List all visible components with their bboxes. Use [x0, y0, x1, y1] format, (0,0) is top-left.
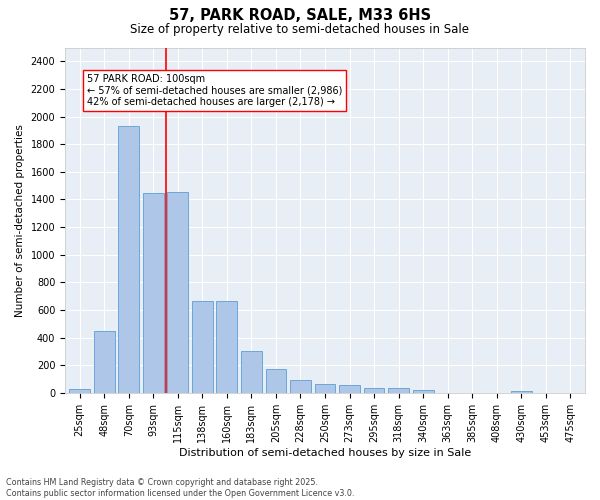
Bar — [241, 350, 262, 393]
Text: 57 PARK ROAD: 100sqm
← 57% of semi-detached houses are smaller (2,986)
42% of se: 57 PARK ROAD: 100sqm ← 57% of semi-detac… — [87, 74, 343, 107]
Bar — [339, 384, 360, 393]
X-axis label: Distribution of semi-detached houses by size in Sale: Distribution of semi-detached houses by … — [179, 448, 471, 458]
Bar — [413, 390, 434, 393]
Y-axis label: Number of semi-detached properties: Number of semi-detached properties — [15, 124, 25, 316]
Text: 57, PARK ROAD, SALE, M33 6HS: 57, PARK ROAD, SALE, M33 6HS — [169, 8, 431, 22]
Bar — [94, 330, 115, 393]
Bar — [118, 126, 139, 393]
Text: Contains HM Land Registry data © Crown copyright and database right 2025.
Contai: Contains HM Land Registry data © Crown c… — [6, 478, 355, 498]
Bar — [314, 384, 335, 393]
Text: Size of property relative to semi-detached houses in Sale: Size of property relative to semi-detach… — [131, 22, 470, 36]
Bar — [217, 301, 238, 393]
Bar — [511, 391, 532, 393]
Bar — [266, 368, 286, 393]
Bar — [388, 388, 409, 393]
Bar — [192, 301, 213, 393]
Bar — [364, 388, 385, 393]
Bar — [290, 380, 311, 393]
Bar — [70, 390, 90, 393]
Bar — [167, 192, 188, 393]
Bar — [143, 192, 164, 393]
